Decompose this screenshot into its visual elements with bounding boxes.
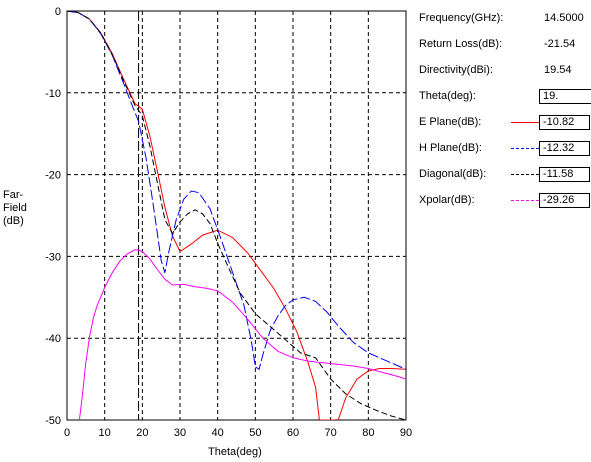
series-line-h-plane <box>67 11 406 371</box>
plot-frame <box>66 10 407 421</box>
theta-label: Theta(deg): <box>419 90 476 102</box>
y-tick-label: -30 <box>45 251 61 263</box>
directivity-value: 19.54 <box>544 64 572 76</box>
y-tick-label: -10 <box>45 88 61 100</box>
y-axis-title-line3: (dB) <box>3 215 24 227</box>
x-tick-label: 50 <box>249 427 261 439</box>
series-line-e-plane-tail <box>337 368 406 420</box>
x-tick-label: 20 <box>136 427 148 439</box>
xpolar-value-box: -29.26 <box>539 193 590 208</box>
e-plane-label: E Plane(dB): <box>419 116 482 128</box>
theta-value-box[interactable]: 19. <box>539 89 591 104</box>
h-plane-value-box: -12.32 <box>539 141 590 156</box>
xpolar-legend-line <box>511 200 539 201</box>
series-line-e-plane <box>67 11 335 420</box>
y-tick-labels: 0 -10 -20 -30 -40 -50 <box>45 6 61 427</box>
x-tick-label: 90 <box>400 427 412 439</box>
y-tick-label: -40 <box>45 333 61 345</box>
x-tick-labels: 0 10 20 30 40 50 60 70 80 90 <box>64 427 412 439</box>
x-tick-label: 80 <box>362 427 374 439</box>
diagonal-value-box: -11.58 <box>539 167 590 182</box>
x-tick-label: 40 <box>212 427 224 439</box>
x-tick-label: 70 <box>325 427 337 439</box>
return-loss-label: Return Loss(dB): <box>419 38 503 50</box>
series-group <box>67 11 406 420</box>
x-tick-label: 10 <box>99 427 111 439</box>
x-tick-label: 30 <box>174 427 186 439</box>
frequency-value: 14.5000 <box>544 12 584 24</box>
y-tick-label: -50 <box>45 415 61 427</box>
x-tick-label: 60 <box>287 427 299 439</box>
y-axis-title-line1: Far- <box>3 189 24 201</box>
x-tick-label: 0 <box>64 427 70 439</box>
diagonal-legend-line <box>511 174 539 175</box>
h-plane-label: H Plane(dB): <box>419 142 482 154</box>
y-tick-label: 0 <box>55 6 61 18</box>
directivity-label: Directivity(dBi): <box>419 64 493 76</box>
h-plane-legend-line <box>511 148 539 149</box>
return-loss-value: -21.54 <box>544 38 576 50</box>
e-plane-legend-line <box>511 122 539 123</box>
y-tick-label: -20 <box>45 170 61 182</box>
series-line-xpolar <box>78 249 406 420</box>
series-line-diagonal <box>67 11 406 420</box>
y-axis-title: Far- Field (dB) <box>3 189 27 228</box>
x-axis-title: Theta(deg) <box>208 446 262 458</box>
y-axis-title-line2: Field <box>3 202 27 214</box>
xpolar-label: Xpolar(dB): <box>419 194 475 206</box>
frequency-label: Frequency(GHz): <box>419 12 504 24</box>
e-plane-value-box: -10.82 <box>539 115 590 130</box>
grid-lines <box>67 11 406 420</box>
diagonal-label: Diagonal(dB): <box>419 168 487 180</box>
